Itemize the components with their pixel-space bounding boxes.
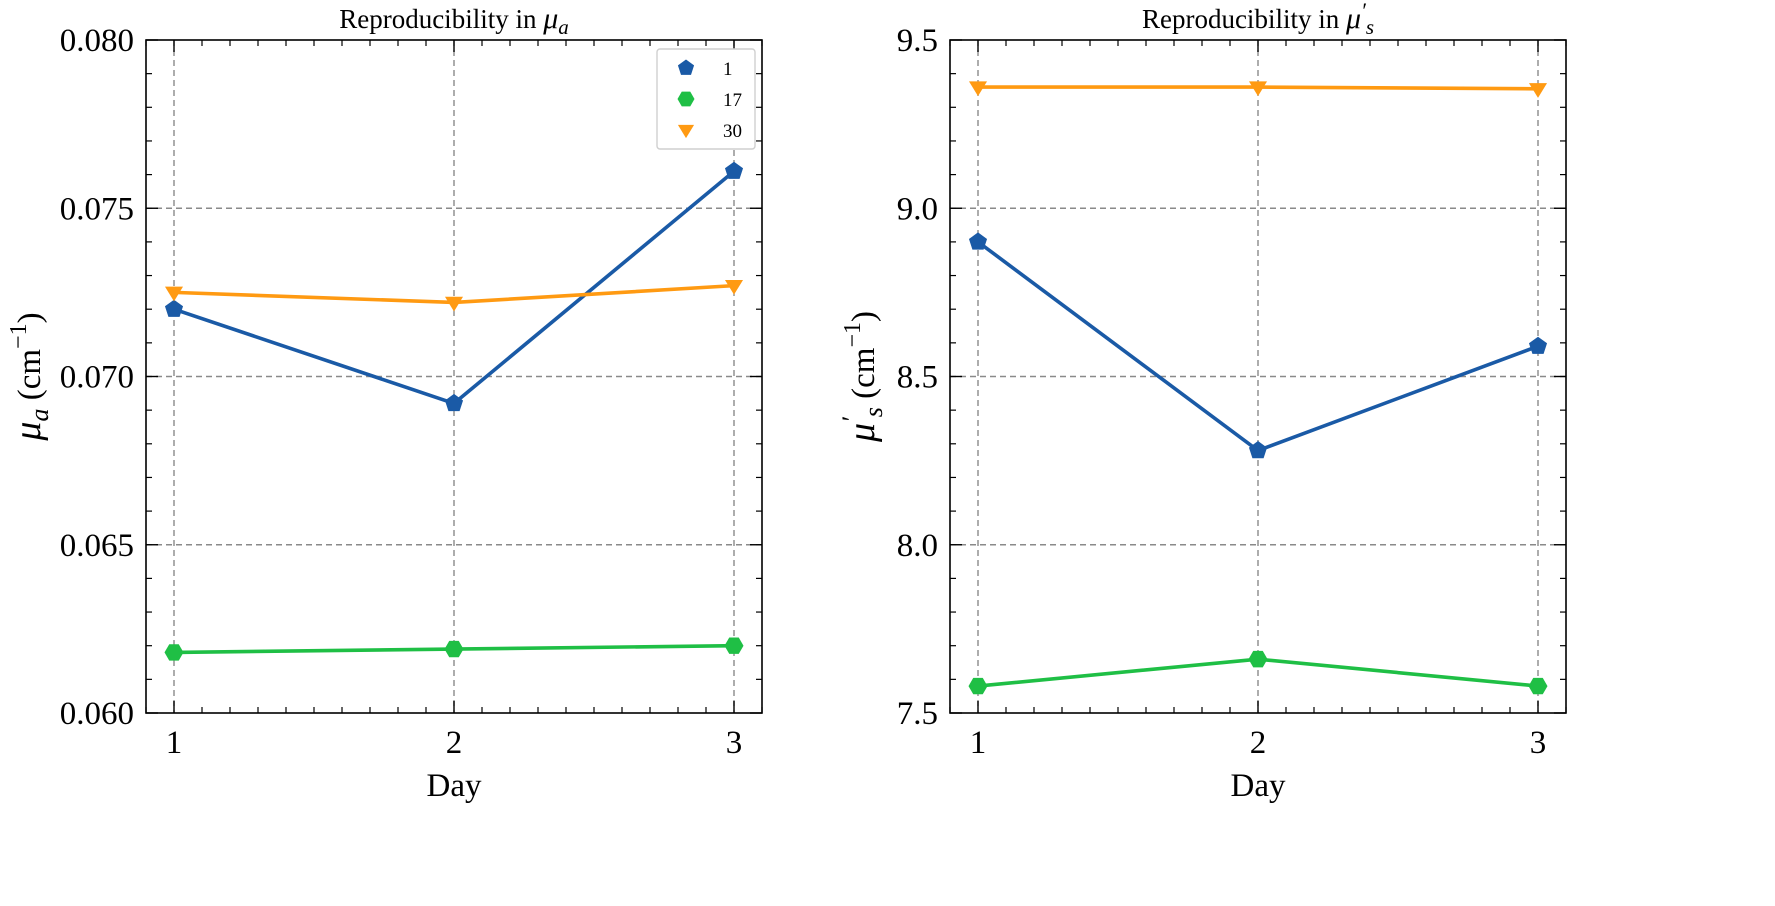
y-tick-label: 0.070 — [60, 360, 134, 396]
chart-1: 1 2 3 0.060 0.065 0.070 0.075 0.080 Reproducibil… — [6, 2, 763, 804]
legend-entry: 17 — [677, 90, 742, 111]
x-tick-label: 2 — [446, 725, 463, 761]
chart-title: Reproducibility in μ′s — [1142, 0, 1374, 39]
series-17 — [164, 637, 744, 661]
y-tick-label: 0.060 — [60, 696, 134, 732]
legend-marker — [677, 124, 695, 139]
legend-entry: 1 — [677, 59, 733, 80]
data-point-marker — [164, 299, 184, 317]
data-point-marker — [1528, 677, 1548, 695]
data-point-marker — [968, 81, 988, 97]
data-point-marker — [1528, 83, 1548, 98]
data-point-marker — [444, 296, 464, 312]
legend-label: 30 — [723, 121, 742, 142]
legend-marker — [677, 91, 695, 107]
x-tick-label: 1 — [970, 725, 987, 761]
data-point-marker — [968, 232, 988, 250]
series-1 — [164, 161, 744, 412]
plot-frame — [145, 39, 763, 714]
chart-title: Reproducibility in μa — [339, 2, 569, 39]
y-tick-label: 9.0 — [897, 191, 938, 227]
y-tick-label: 8.0 — [897, 528, 938, 564]
data-point-marker — [1248, 81, 1268, 97]
data-point-marker — [724, 279, 744, 295]
x-tick-label: 3 — [726, 725, 743, 761]
series-1 — [968, 232, 1548, 459]
data-point-marker — [1248, 441, 1268, 459]
x-tick-label: 2 — [1250, 725, 1267, 761]
data-point-marker — [164, 286, 184, 302]
data-point-marker — [1528, 336, 1548, 354]
y-tick-label: 0.065 — [60, 528, 134, 564]
data-point-marker — [444, 640, 464, 658]
series-2 — [968, 650, 1548, 695]
chart-2: 1 2 3 7.5 8.0 8.5 9.0 9.5 Reproducibility in μ′s… — [837, 0, 1567, 804]
x-axis-label: Day — [1231, 768, 1286, 804]
data-point-marker — [164, 644, 184, 661]
data-point-marker — [724, 161, 744, 179]
x-tick-label: 1 — [166, 725, 183, 761]
x-axis-label: Day — [427, 768, 482, 804]
y-tick-label: 8.5 — [897, 360, 938, 396]
data-point-marker — [724, 637, 744, 654]
legend-entry: 30 — [677, 121, 742, 142]
legend-label: 17 — [723, 90, 742, 111]
legend-marker — [677, 59, 695, 75]
series-30 — [164, 279, 744, 312]
data-point-marker — [968, 677, 988, 695]
y-tick-label: 0.075 — [60, 191, 134, 227]
x-tick-label: 3 — [1530, 725, 1547, 761]
y-tick-label: 0.080 — [60, 23, 134, 59]
y-axis-label: μa (cm−1) — [6, 312, 54, 441]
data-point-marker — [444, 393, 464, 412]
series-3 — [968, 81, 1548, 98]
plot-frame — [949, 39, 1567, 714]
series-line — [173, 169, 736, 406]
data-point-marker — [1248, 650, 1268, 668]
legend-label: 1 — [723, 59, 733, 80]
y-axis-label: μ′s (cm−1) — [837, 311, 888, 443]
y-tick-label: 9.5 — [897, 23, 938, 59]
y-tick-label: 7.5 — [897, 696, 938, 732]
legend: 1 17 30 — [656, 48, 756, 150]
